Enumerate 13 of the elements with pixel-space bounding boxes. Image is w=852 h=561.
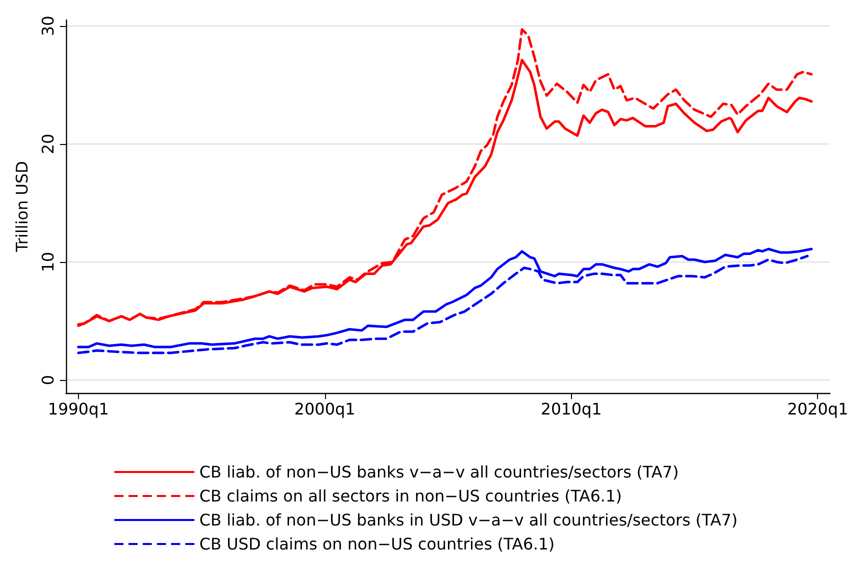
x-tick-label: 1990q1 xyxy=(48,400,109,418)
legend-label: CB liab. of non−US banks v−a−v all countries/sectors (TA7) xyxy=(199,462,679,482)
y-tick-label: 0 xyxy=(38,374,58,386)
y-tick-label: 20 xyxy=(38,134,58,154)
x-tick-label: 2020q1 xyxy=(787,400,848,418)
legend-label: CB USD claims on non−US countries (TA6.1) xyxy=(199,534,555,554)
y-tick-label: 10 xyxy=(38,252,58,272)
x-tick-label: 2000q1 xyxy=(294,400,356,418)
y-tick-label: 30 xyxy=(38,16,58,36)
x-tick-label: 2010q1 xyxy=(540,400,602,418)
y-axis-title: Trillion USD xyxy=(12,161,32,253)
legend-label: CB claims on all sectors in non−US countries (TA6.1) xyxy=(199,486,622,506)
legend-label: CB liab. of non−US banks in USD v−a−v all countries/sectors (TA7) xyxy=(199,510,738,530)
